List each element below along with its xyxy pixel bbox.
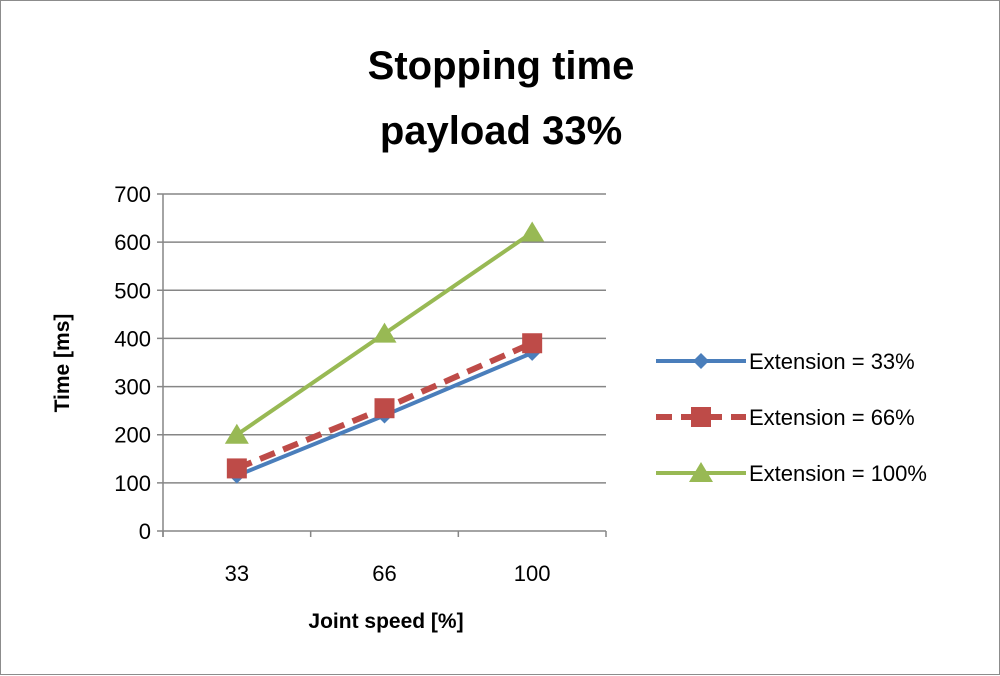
data-point <box>691 407 711 427</box>
data-point <box>520 221 545 242</box>
data-point <box>689 462 713 482</box>
legend-label: Extension = 100% <box>749 461 927 486</box>
y-tick-label: 700 <box>114 182 151 207</box>
y-tick-label: 100 <box>114 471 151 496</box>
data-point <box>224 423 249 444</box>
data-point <box>226 458 247 479</box>
chart-title-line1: Stopping time <box>368 44 635 88</box>
y-tick-label: 600 <box>114 230 151 255</box>
x-axis-label: Joint speed [%] <box>308 610 463 633</box>
y-tick-label: 300 <box>114 375 151 400</box>
x-tick-label: 66 <box>372 561 396 586</box>
legend-label: Extension = 66% <box>749 405 915 430</box>
data-point <box>374 398 395 419</box>
y-tick-label: 200 <box>114 423 151 448</box>
y-tick-label: 0 <box>139 519 151 544</box>
data-point <box>522 333 543 354</box>
data-point <box>693 353 709 369</box>
y-tick-label: 400 <box>114 326 151 351</box>
y-axis-label: Time [ms] <box>51 314 74 413</box>
x-tick-label: 33 <box>225 561 249 586</box>
legend-label: Extension = 33% <box>749 349 915 374</box>
data-point <box>372 322 397 343</box>
chart-title-line2: payload 33% <box>380 109 622 153</box>
y-tick-label: 500 <box>114 278 151 303</box>
x-tick-label: 100 <box>514 561 551 586</box>
